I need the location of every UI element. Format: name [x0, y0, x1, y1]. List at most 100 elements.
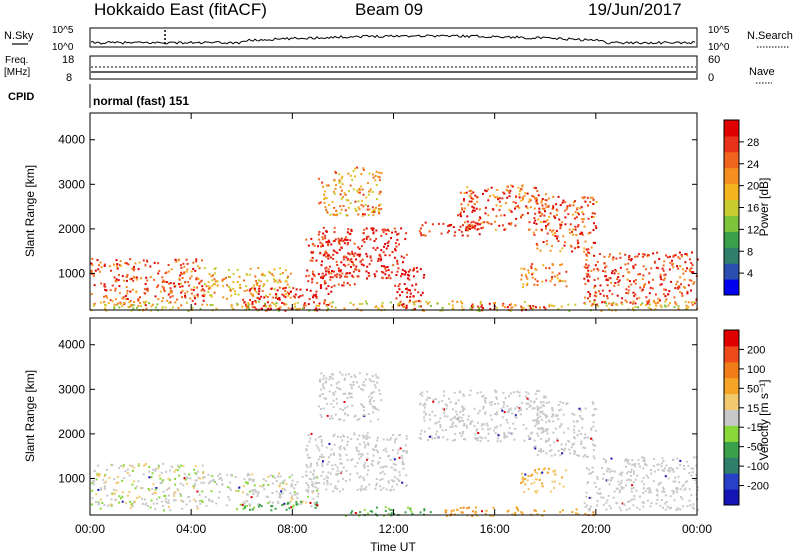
- heatmap-cell: [561, 476, 564, 479]
- heatmap-cell: [263, 488, 266, 491]
- heatmap-cell: [325, 287, 328, 290]
- heatmap-cell: [288, 507, 291, 510]
- heatmap-cell: [656, 301, 659, 304]
- heatmap-cell: [541, 207, 544, 210]
- heatmap-cell: [691, 251, 693, 254]
- heatmap-cell: [690, 279, 693, 282]
- heatmap-cell: [126, 468, 129, 471]
- heatmap-cell: [209, 480, 212, 483]
- heatmap-cell: [226, 297, 228, 300]
- heatmap-cell: [122, 302, 125, 304]
- heatmap-cell: [369, 420, 372, 423]
- heatmap-cell: [556, 414, 559, 417]
- heatmap-cell: [524, 477, 527, 480]
- heatmap-cell: [312, 473, 315, 476]
- heatmap-cell: [657, 483, 660, 486]
- heatmap-cell: [620, 486, 623, 489]
- heatmap-cell: [641, 501, 644, 504]
- heatmap-cell: [200, 279, 203, 282]
- heatmap-cell: [615, 270, 618, 273]
- heatmap-cell: [356, 307, 359, 310]
- heatmap-cell: [579, 415, 581, 418]
- noise-panel: N.Sky 10^5 10^0 N.Search 10^5 10^0: [4, 25, 793, 53]
- heatmap-cell: [505, 419, 508, 421]
- heatmap-cell: [421, 391, 424, 394]
- heatmap-cell: [553, 453, 556, 456]
- heatmap-cell: [511, 185, 514, 188]
- heatmap-cell: [369, 398, 372, 401]
- heatmap-cell: [340, 197, 343, 200]
- heatmap-cell: [467, 203, 470, 206]
- heatmap-cell: [144, 463, 147, 466]
- heatmap-cell: [336, 469, 339, 472]
- heatmap-cell: [423, 419, 426, 422]
- heatmap-cell: [679, 265, 682, 268]
- heatmap-cell: [203, 293, 206, 296]
- heatmap-cell: [113, 276, 116, 279]
- heatmap-cell: [335, 382, 338, 385]
- heatmap-cell: [647, 300, 650, 303]
- heatmap-cell: [648, 292, 651, 295]
- heatmap-cell: [645, 268, 647, 271]
- heatmap-cell: [494, 228, 497, 231]
- y-tick-label: 2000: [58, 222, 85, 236]
- heatmap-cell: [467, 224, 470, 227]
- heatmap-cell: [548, 305, 551, 308]
- heatmap-cell: [585, 455, 588, 458]
- heatmap-cell: [195, 278, 198, 281]
- heatmap-cell: [542, 413, 545, 415]
- heatmap-cell: [502, 405, 505, 408]
- heatmap-cell: [290, 497, 293, 499]
- heatmap-cell: [479, 216, 481, 219]
- heatmap-cell: [590, 269, 593, 272]
- heatmap-cell: [562, 199, 565, 202]
- heatmap-cell: [132, 304, 135, 307]
- heatmap-cell: [281, 487, 284, 490]
- heatmap-cell: [218, 473, 221, 475]
- heatmap-cell: [371, 229, 374, 231]
- heatmap-cell: [683, 468, 686, 470]
- heatmap-cell: [346, 214, 349, 217]
- heatmap-cell: [541, 404, 544, 407]
- heatmap-cell: [126, 298, 129, 300]
- velocity-colorbar-label: Velocity [m s⁻¹]: [757, 379, 771, 460]
- heatmap-cell: [675, 509, 678, 512]
- heatmap-cell: [139, 302, 142, 305]
- heatmap-cell: [558, 425, 561, 428]
- heatmap-cell: [529, 400, 532, 403]
- heatmap-cell: [327, 244, 330, 247]
- heatmap-cell: [148, 470, 151, 473]
- heatmap-cell: [125, 262, 128, 265]
- heatmap-cell: [619, 509, 622, 512]
- heatmap-cell: [163, 289, 166, 292]
- heatmap-cell: [363, 435, 366, 438]
- heatmap-cell: [463, 424, 465, 427]
- heatmap-cell: [201, 490, 204, 493]
- heatmap-cell: [434, 414, 437, 417]
- heatmap-cell: [156, 303, 159, 306]
- heatmap-cell: [507, 190, 510, 193]
- heatmap-cell: [657, 300, 660, 303]
- heatmap-cell: [581, 418, 584, 421]
- heatmap-cell: [165, 281, 168, 284]
- heatmap-cell: [272, 475, 274, 478]
- heatmap-cell: [156, 502, 159, 505]
- heatmap-cell: [164, 306, 167, 309]
- heatmap-cell: [260, 307, 263, 310]
- heatmap-cell: [494, 389, 497, 392]
- heatmap-cell: [592, 449, 595, 452]
- heatmap-cell: [589, 507, 591, 510]
- heatmap-cell: [476, 391, 479, 394]
- heatmap-cell: [562, 431, 565, 434]
- heatmap-cell: [624, 299, 627, 302]
- heatmap-cell: [304, 474, 307, 477]
- heatmap-cell: [403, 283, 406, 286]
- heatmap-cell: [572, 204, 575, 207]
- heatmap-cell: [423, 410, 426, 413]
- heatmap-cell: [654, 308, 657, 311]
- heatmap-cell: [377, 208, 380, 211]
- heatmap-cell: [131, 469, 134, 472]
- heatmap-cell: [149, 276, 152, 279]
- heatmap-cell: [442, 436, 445, 439]
- heatmap-cell: [130, 277, 133, 280]
